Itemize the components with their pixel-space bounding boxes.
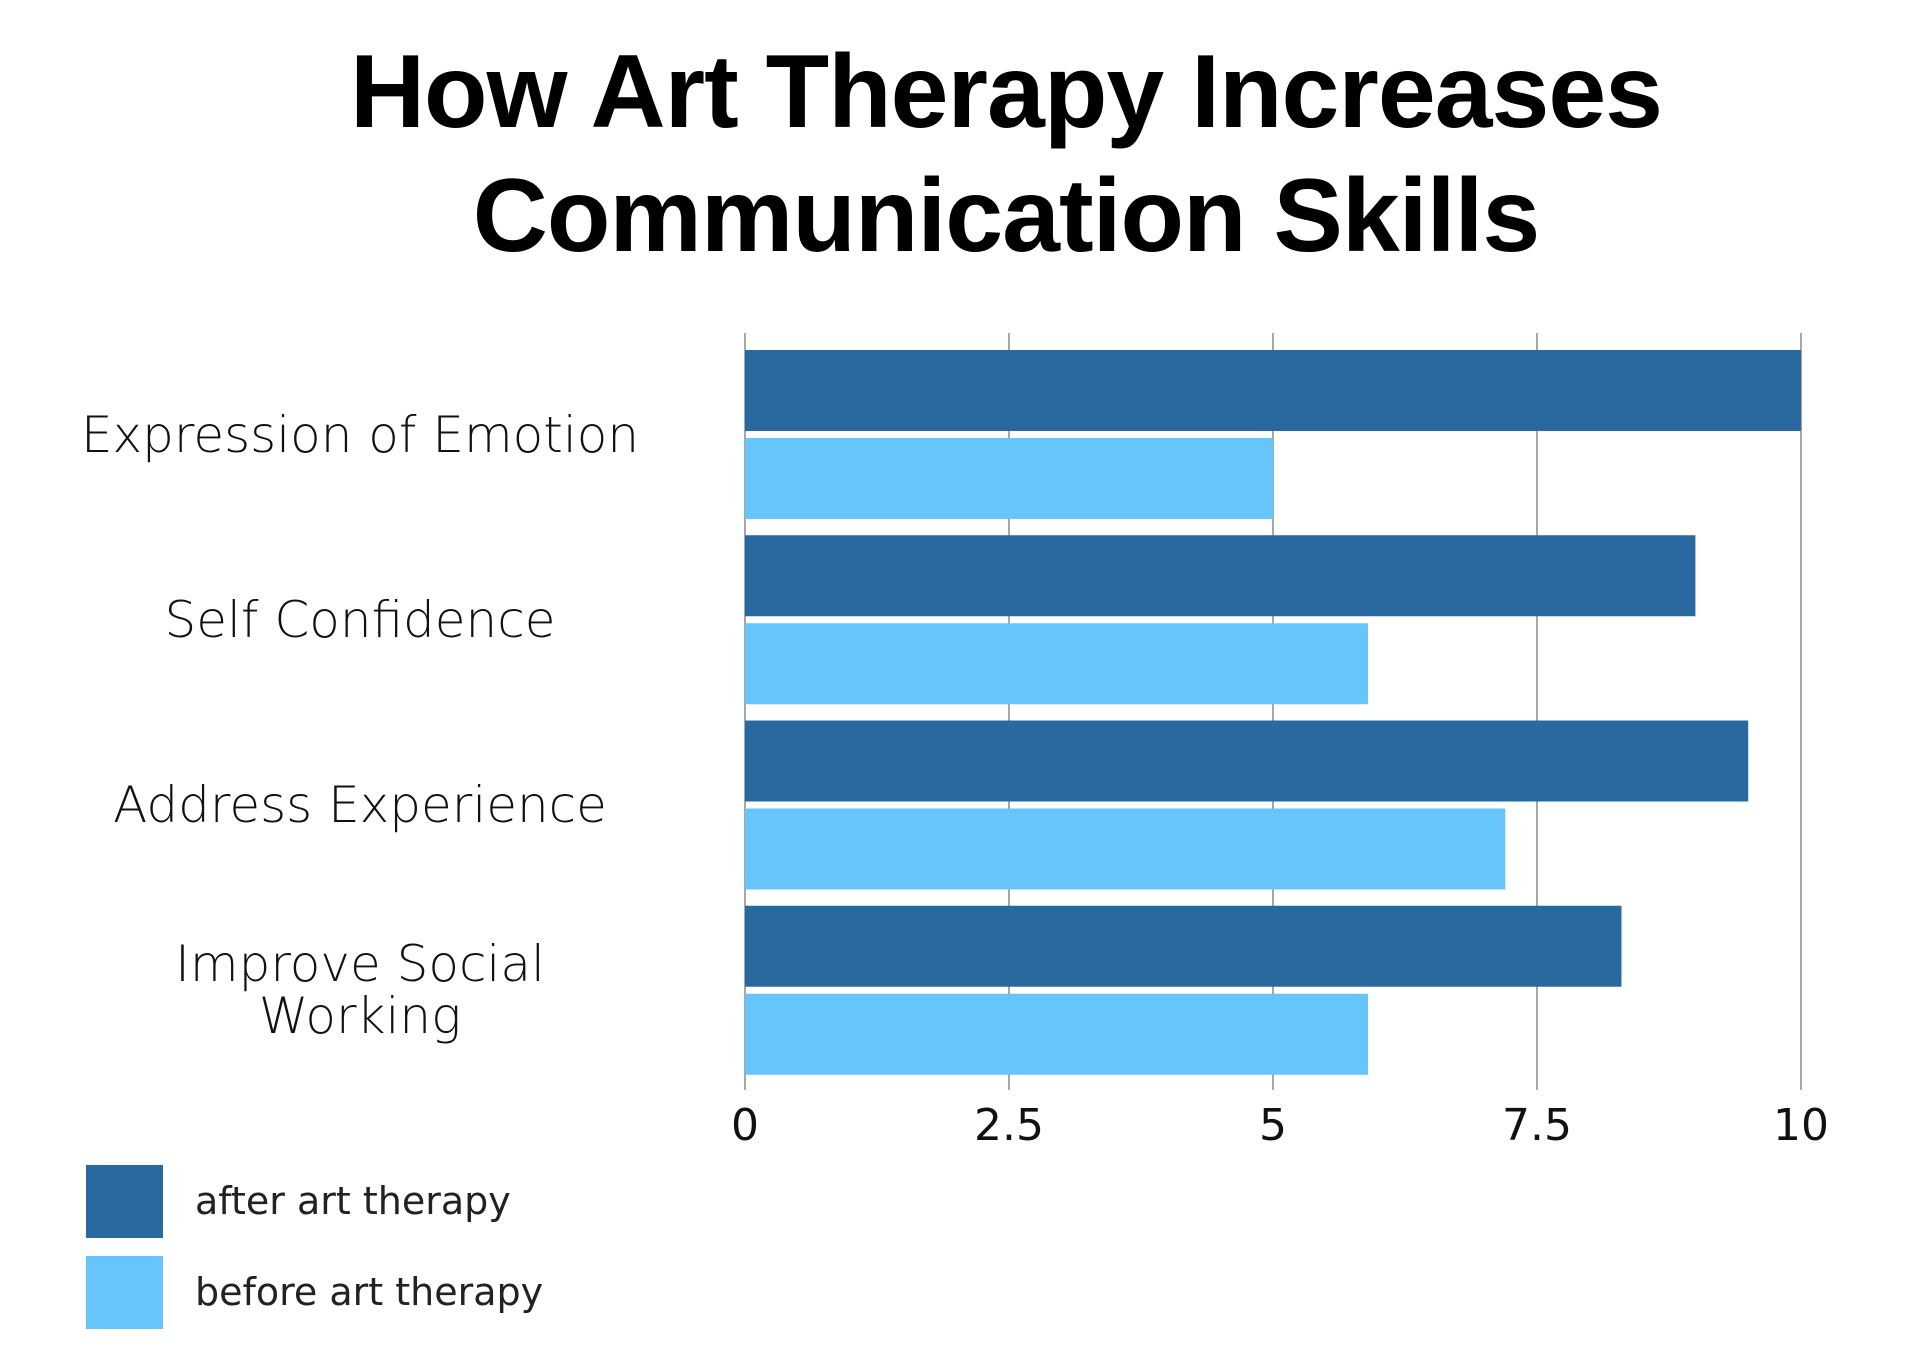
legend-label: after art therapy [195, 1179, 511, 1223]
bar [745, 623, 1369, 705]
bar [745, 720, 1749, 802]
category-label: Self Confidence [164, 590, 556, 649]
x-tick-label: 10 [1773, 1100, 1829, 1151]
chart-title: How Art Therapy Increases Communication … [349, 34, 1663, 274]
x-tick-label: 2.5 [974, 1100, 1044, 1151]
category-label: Improve Social Working [175, 935, 545, 1046]
legend-swatch [86, 1256, 163, 1329]
bar [745, 905, 1622, 987]
x-tick-label: 0 [731, 1100, 759, 1151]
category-label: Expression of Emotion [80, 405, 640, 464]
bar [745, 438, 1273, 519]
bar [745, 808, 1506, 890]
category-label: Address Experience [113, 776, 607, 834]
legend-swatch [86, 1165, 163, 1238]
x-tick-label: 7.5 [1502, 1100, 1572, 1151]
bar [745, 535, 1696, 617]
legend-label: before art therapy [195, 1270, 544, 1314]
bar [745, 993, 1369, 1075]
bar [745, 350, 1801, 431]
x-tick-label: 5 [1259, 1100, 1287, 1151]
